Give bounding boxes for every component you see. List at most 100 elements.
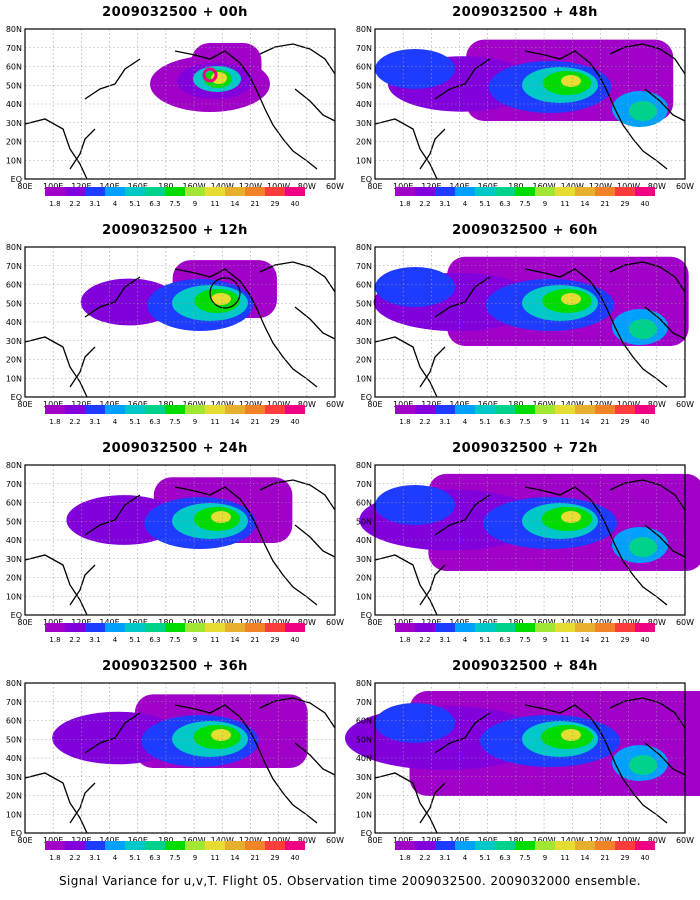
colorbar-label: 14 — [581, 200, 590, 208]
latitude-label: 30N — [356, 773, 372, 782]
coastline — [419, 782, 446, 824]
colorbar-swatch — [515, 187, 535, 196]
colorbar-label: 14 — [231, 200, 240, 208]
longitude-label: 160W — [182, 618, 205, 627]
colorbar-label: 6.3 — [149, 854, 160, 862]
colorbar-swatch — [515, 405, 535, 414]
coastline — [419, 564, 446, 606]
colorbar-label: 9 — [543, 636, 547, 644]
latitude-label: EQ — [11, 611, 22, 620]
colorbar-label: 40 — [641, 854, 650, 862]
latitude-label: 60N — [356, 499, 372, 508]
latitude-label: 40N — [356, 100, 372, 109]
map-border — [24, 28, 336, 180]
latitude-label: 20N — [356, 574, 372, 583]
coastline — [419, 346, 446, 388]
colorbar-swatch — [45, 841, 65, 850]
colorbar-swatch — [595, 623, 615, 632]
colorbar-label: 2.2 — [419, 418, 430, 426]
colorbar-swatch — [415, 187, 435, 196]
longitude-label: 160W — [182, 400, 205, 409]
latitude-label: 50N — [6, 735, 22, 744]
longitude-label: 60W — [326, 836, 344, 845]
colorbar-label: 29 — [271, 418, 280, 426]
colorbar-swatch — [265, 405, 285, 414]
latitude-label: 10N — [356, 810, 372, 819]
colorbar-swatch — [495, 405, 515, 414]
colorbar-swatch — [615, 623, 635, 632]
longitude-label: 80E — [367, 400, 382, 409]
coastline — [644, 306, 686, 340]
longitude-label: 140W — [561, 182, 584, 191]
latitude-label: 80N — [6, 25, 22, 34]
colorbar-label: 6.3 — [499, 854, 510, 862]
colorbar-swatch — [475, 623, 495, 632]
longitude-label: 80E — [17, 618, 32, 627]
colorbar-label: 21 — [601, 854, 610, 862]
latitude-label: 30N — [356, 337, 372, 346]
colorbar-label: 40 — [641, 418, 650, 426]
longitude-label: 120E — [421, 182, 441, 191]
colorbar-label: 9 — [193, 200, 197, 208]
longitude-label: 60W — [326, 618, 344, 627]
colorbar-label: 21 — [251, 636, 260, 644]
longitude-label: 160W — [532, 400, 555, 409]
variance-contour — [629, 101, 657, 121]
longitude-label: 100W — [617, 836, 640, 845]
colorbar-label: 2.2 — [69, 418, 80, 426]
colorbar-label: 5.1 — [479, 200, 490, 208]
colorbar-label: 11 — [211, 854, 220, 862]
colorbar-swatch — [415, 841, 435, 850]
longitude-label: 80W — [298, 618, 316, 627]
latitude-label: 70N — [356, 698, 372, 707]
latitude-label: EQ — [361, 175, 372, 184]
colorbar-swatch — [165, 623, 185, 632]
colorbar-label: 21 — [601, 418, 610, 426]
colorbar-label: 6.3 — [149, 418, 160, 426]
colorbar-swatch — [575, 841, 595, 850]
panel-title: 2009032500 + 24h — [102, 441, 248, 456]
longitude-label: 180 — [508, 400, 523, 409]
latitude-label: 10N — [356, 374, 372, 383]
latitude-label: 60N — [6, 717, 22, 726]
colorbar-label: 7.5 — [519, 200, 530, 208]
longitude-label: 100E — [43, 400, 63, 409]
latitude-label: 10N — [6, 810, 22, 819]
variance-contour-peak — [211, 511, 231, 523]
latitude-label: 40N — [356, 318, 372, 327]
latitude-label: EQ — [11, 829, 22, 838]
colorbar-swatch — [105, 841, 125, 850]
colorbar-swatch — [85, 623, 105, 632]
latitude-label: 60N — [6, 63, 22, 72]
colorbar-swatch — [245, 187, 265, 196]
longitude-label: 100E — [43, 182, 63, 191]
longitude-label: 160E — [478, 618, 498, 627]
forecast-panel: 2009032500 + 12h 80N 70N 60N 50N 40N 30N 20N 10N… — [5, 223, 345, 438]
colorbar-label: 29 — [621, 854, 630, 862]
colorbar-swatch — [145, 623, 165, 632]
coastline — [259, 479, 336, 511]
latitude-label: 10N — [356, 156, 372, 165]
longitude-label: 80E — [367, 182, 382, 191]
colorbar-label: 40 — [291, 418, 300, 426]
colorbar-label: 2.2 — [419, 200, 430, 208]
colorbar-label: 40 — [291, 854, 300, 862]
colorbar-label: 14 — [581, 418, 590, 426]
longitude-label: 140W — [211, 836, 234, 845]
coastline — [84, 276, 141, 318]
variance-contour — [375, 49, 455, 89]
colorbar-swatch — [205, 623, 225, 632]
longitude-label: 60W — [326, 400, 344, 409]
colorbar-swatch — [245, 623, 265, 632]
colorbar-label: 1.8 — [49, 854, 60, 862]
latitude-label: 20N — [6, 574, 22, 583]
colorbar-swatch — [285, 841, 305, 850]
longitude-label: 80E — [17, 182, 32, 191]
longitude-label: 140E — [99, 400, 119, 409]
longitude-label: 60W — [676, 182, 694, 191]
coastline — [294, 88, 336, 122]
colorbar-swatch — [45, 187, 65, 196]
